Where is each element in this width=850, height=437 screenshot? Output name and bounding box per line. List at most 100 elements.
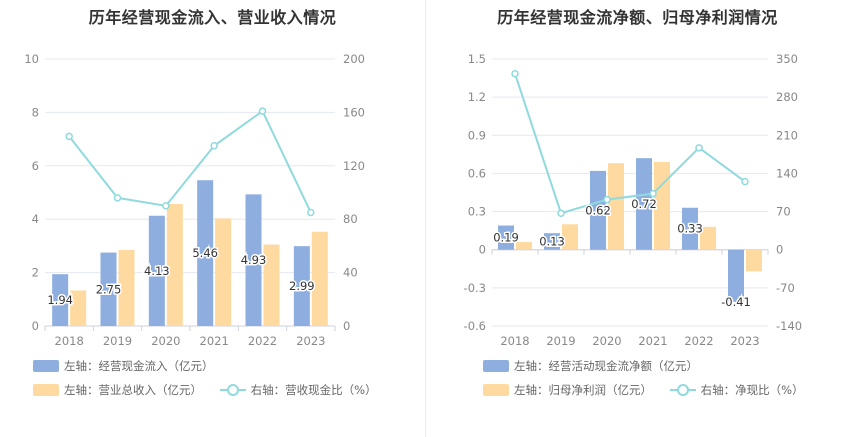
- bar-series1: [544, 233, 560, 250]
- bar-series2: [70, 290, 87, 326]
- line-point: [649, 189, 657, 198]
- bar-data-label: 0.19: [493, 231, 519, 245]
- bar-series2: [608, 163, 624, 250]
- legend-item-series1[interactable]: 左轴：经营活动现金流净额（亿元）: [483, 358, 698, 374]
- legend-label: 右轴：净现比（%）: [700, 383, 804, 397]
- legend-item-series2[interactable]: 左轴：归母净利润（亿元）: [483, 382, 652, 398]
- bar-data-label: 0.72: [631, 197, 657, 211]
- x-tick-label: 2023: [296, 334, 325, 348]
- bar-data-label: 0.62: [585, 203, 611, 217]
- line-point: [210, 142, 218, 150]
- x-tick-label: 2021: [200, 334, 229, 348]
- line-point: [307, 208, 315, 217]
- legend-label: 左轴：归母净利润（亿元）: [514, 383, 652, 397]
- bar-data-label: 2.75: [96, 282, 122, 296]
- legend-swatch-blue: [33, 360, 59, 372]
- right-legend-row2: 左轴：归母净利润（亿元） 右轴：净现比（%）: [483, 382, 818, 399]
- left-chart-panel: 历年经营现金流入、营业收入情况 0 2 4 6 8 10 0 40 80 120 160 200 201…: [24, 8, 391, 399]
- y-right-tick-label: 210: [776, 128, 798, 142]
- bar-series1: [728, 249, 744, 302]
- legend-swatch-blue: [483, 360, 509, 372]
- left-legend-row2: 左轴：营业总收入（亿元） 右轴：营收现金比（%）: [33, 382, 391, 399]
- legend-label: 左轴：经营现金流入（亿元）: [64, 359, 214, 373]
- y-left-tick-label: 1.5: [468, 52, 486, 66]
- bar-series2: [746, 249, 762, 272]
- right-chart-panel: 历年经营现金流净额、归母净利润情况 -0.6 -0.3 0 0.3 0.6 0.9 1.2 1…: [425, 0, 850, 437]
- legend-item-series3[interactable]: 右轴：营收现金比（%）: [219, 382, 377, 398]
- legend-item-series1[interactable]: 左轴：经营现金流入（亿元）: [33, 358, 214, 374]
- line-point: [741, 177, 749, 186]
- y-right-tick-label: 280: [776, 90, 798, 104]
- y-right-tick-label: -140: [776, 319, 802, 333]
- right-legend-row1: 左轴：经营活动现金流净额（亿元）: [483, 358, 712, 375]
- legend-swatch-orange: [483, 384, 509, 396]
- line-point: [557, 209, 565, 217]
- bar-series1: [590, 170, 606, 250]
- line-point: [113, 194, 122, 202]
- y-right-tick-label: 0: [776, 243, 783, 257]
- line-point: [603, 195, 611, 204]
- left-chart-title: 历年经营现金流入、营业收入情况: [88, 8, 337, 27]
- y-left-tick-label: 0: [479, 243, 486, 257]
- line-point: [258, 107, 267, 115]
- x-tick-label: 2021: [638, 334, 667, 348]
- y-right-tick-label: 160: [343, 105, 365, 119]
- bar-series1: [52, 274, 69, 326]
- y-left-tick-label: 1.2: [468, 90, 486, 104]
- y-left-tick-label: 6: [32, 159, 39, 173]
- y-right-tick-label: 80: [343, 212, 358, 226]
- legend-swatch-orange: [33, 384, 59, 396]
- y-left-tick-label: 0: [32, 319, 39, 333]
- right-chart-title: 历年经营现金流净额、归母净利润情况: [497, 8, 778, 27]
- bar-series2: [215, 218, 232, 326]
- line-point: [695, 144, 703, 152]
- x-tick-label: 2020: [592, 334, 621, 348]
- y-left-tick-label: 8: [32, 105, 39, 119]
- bar-data-label: 1.94: [47, 293, 73, 307]
- bar-series2: [311, 231, 328, 326]
- bar-series2: [700, 226, 716, 250]
- line-point: [162, 202, 170, 210]
- y-right-tick-label: 70: [776, 205, 791, 219]
- x-tick-label: 2023: [730, 334, 759, 348]
- bar-data-label: 0.33: [677, 222, 703, 236]
- bar-series2: [562, 224, 578, 250]
- bar-series2: [516, 242, 532, 250]
- y-left-tick-label: -0.6: [464, 319, 486, 333]
- bar-data-label: 4.13: [144, 264, 170, 278]
- y-left-tick-label: 10: [24, 52, 39, 66]
- bar-series1: [148, 215, 165, 326]
- x-tick-label: 2022: [684, 334, 713, 348]
- x-tick-label: 2020: [151, 334, 180, 348]
- y-right-tick-label: 200: [343, 52, 365, 66]
- y-left-tick-label: 2: [32, 266, 39, 280]
- legend-label: 右轴：营收现金比（%）: [250, 383, 377, 397]
- y-right-tick-label: 140: [776, 166, 798, 180]
- left-chart-plot: 0 2 4 6 8 10 0 40 80 120 160 200 2018 2019 2020 2021 202…: [24, 52, 365, 348]
- bar-data-label: 5.46: [192, 246, 218, 260]
- x-tick-label: 2018: [55, 334, 84, 348]
- bar-series1: [197, 180, 214, 326]
- x-tick-label: 2019: [103, 334, 132, 348]
- bar-data-label: 2.99: [289, 279, 315, 293]
- legend-label: 左轴：经营活动现金流净额（亿元）: [514, 359, 698, 373]
- bar-series1: [100, 252, 117, 326]
- line-point: [65, 132, 73, 141]
- y-right-tick-label: -70: [776, 281, 795, 295]
- line-series3: [68, 109, 312, 213]
- line-series3: [514, 73, 746, 215]
- y-left-tick-label: 4: [32, 212, 39, 226]
- bar-data-label: 0.13: [539, 234, 565, 248]
- legend-item-series2[interactable]: 左轴：营业总收入（亿元）: [33, 382, 202, 398]
- left-legend-row1: 左轴：经营现金流入（亿元）: [33, 358, 228, 375]
- y-right-tick-label: 0: [343, 319, 350, 333]
- x-tick-label: 2018: [500, 334, 529, 348]
- y-right-tick-label: 40: [343, 266, 358, 280]
- bar-series2: [118, 249, 135, 326]
- bar-series2: [166, 203, 183, 326]
- legend-item-series3[interactable]: 右轴：净现比（%）: [669, 382, 804, 398]
- bar-series1: [498, 225, 514, 250]
- bar-series1: [293, 246, 310, 326]
- legend-swatch-line: [219, 384, 246, 396]
- legend-label: 左轴：营业总收入（亿元）: [64, 383, 202, 397]
